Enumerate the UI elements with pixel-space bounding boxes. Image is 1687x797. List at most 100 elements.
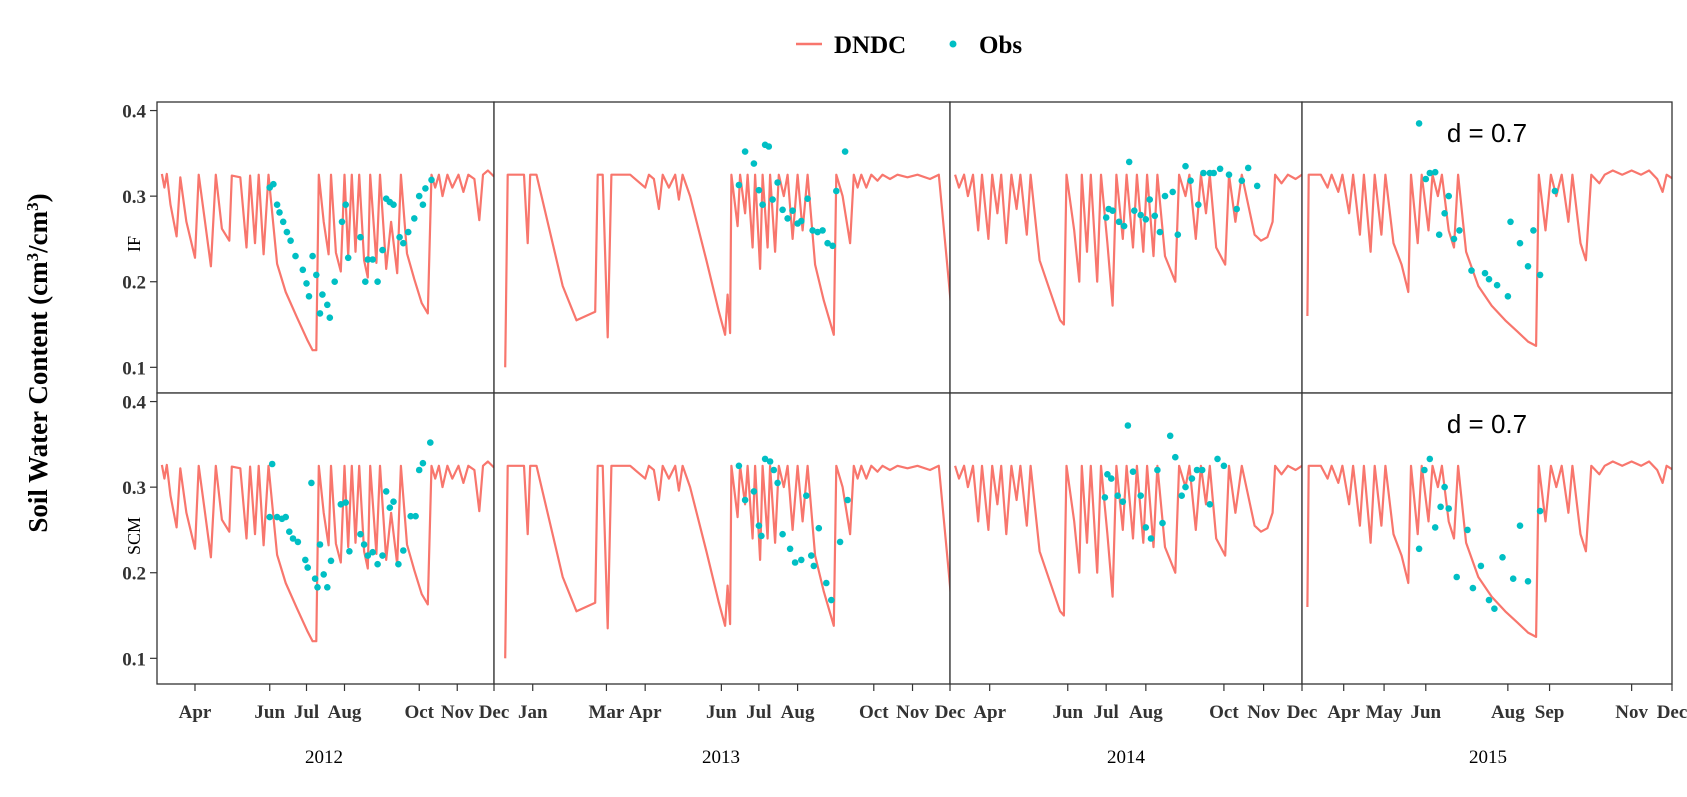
obs-point: [287, 237, 294, 244]
x-tick-label: Jun: [254, 702, 285, 723]
obs-point: [1415, 545, 1423, 553]
obs-point: [1493, 281, 1501, 289]
obs-point: [1124, 422, 1132, 429]
obs-point: [331, 278, 339, 286]
obs-point: [1415, 120, 1423, 127]
panel-background: [950, 393, 1302, 684]
obs-point: [422, 185, 429, 192]
obs-point: [750, 160, 758, 167]
obs-point: [1115, 218, 1123, 226]
obs-point: [1120, 222, 1128, 230]
obs-point: [374, 560, 381, 568]
obs-point: [407, 512, 415, 520]
obs-point: [1431, 168, 1439, 176]
obs-point: [786, 545, 794, 553]
y-tick-label: 0.4: [122, 393, 146, 414]
obs-point: [357, 233, 364, 241]
obs-point: [1450, 235, 1458, 243]
obs-point: [357, 530, 364, 538]
obs-point: [282, 513, 290, 521]
obs-point: [1481, 269, 1489, 277]
obs-point: [1220, 462, 1228, 470]
obs-point: [270, 180, 277, 188]
legend: DNDC Obs: [796, 32, 1022, 59]
panel-if-2015: [1301, 101, 1673, 394]
legend-obs-swatch: [949, 40, 957, 48]
obs-point: [1156, 228, 1164, 236]
obs-point: [769, 196, 776, 203]
obs-point: [791, 559, 799, 566]
obs-point: [1244, 164, 1252, 172]
obs-point: [1504, 293, 1512, 300]
obs-point: [841, 148, 849, 155]
obs-point: [1516, 522, 1524, 529]
obs-point: [313, 271, 320, 279]
obs-point: [326, 314, 334, 322]
obs-point: [360, 541, 368, 548]
x-tick-label: May: [1366, 702, 1403, 723]
obs-point: [1426, 169, 1434, 177]
obs-point: [1172, 453, 1179, 461]
obs-point: [1225, 171, 1233, 178]
obs-point: [1468, 267, 1475, 274]
y-axis-title: Soil Water Content (cm3/cm3): [23, 193, 53, 532]
obs-point: [404, 228, 412, 236]
obs-point: [1182, 162, 1189, 170]
x-tick-label: Nov: [1615, 702, 1648, 723]
obs-point: [1142, 216, 1150, 223]
x-tick-label: Nov: [1247, 702, 1280, 723]
obs-point: [1114, 492, 1121, 500]
obs-point: [369, 256, 377, 263]
obs-point: [1445, 192, 1452, 200]
obs-point: [1104, 471, 1111, 478]
obs-point: [828, 596, 835, 604]
obs-point: [1182, 483, 1189, 491]
row-label-scm: SCM: [124, 517, 144, 555]
obs-point: [1137, 492, 1144, 500]
x-tick-label: Oct: [859, 702, 889, 723]
obs-point: [1469, 584, 1477, 592]
column-label-2013: 2013: [702, 747, 740, 768]
obs-point: [784, 215, 791, 222]
x-tick-label: Jan: [518, 702, 548, 723]
obs-point: [279, 218, 287, 226]
obs-point: [412, 512, 419, 520]
x-tick-label: Oct: [404, 702, 434, 723]
obs-point: [302, 556, 309, 564]
obs-point: [774, 479, 781, 487]
y-axis-title-sup1: 3: [23, 253, 42, 262]
obs-point: [798, 556, 805, 564]
panel-background: [157, 393, 494, 684]
obs-point: [344, 254, 352, 262]
obs-point: [415, 192, 423, 200]
obs-point: [292, 252, 299, 260]
obs-point: [1125, 158, 1133, 166]
obs-point: [379, 246, 386, 254]
obs-point: [1119, 498, 1127, 506]
obs-point: [1437, 503, 1444, 511]
obs-point: [1435, 231, 1443, 238]
obs-point: [1441, 210, 1448, 217]
obs-point: [427, 439, 434, 446]
obs-point: [1210, 169, 1217, 177]
x-tick-label: Mar: [589, 702, 625, 723]
obs-point: [362, 278, 369, 286]
y-tick-label: 0.4: [122, 102, 146, 123]
dndc-series-line: [504, 173, 950, 368]
panel-background: [494, 102, 950, 393]
x-tick-label: Sep: [1535, 702, 1565, 723]
obs-point: [1464, 526, 1471, 534]
obs-point: [1485, 275, 1493, 283]
obs-point: [774, 179, 781, 186]
obs-point: [364, 552, 372, 559]
obs-point: [770, 466, 778, 474]
legend-dndc-label: DNDC: [834, 32, 906, 59]
obs-point: [342, 201, 350, 208]
obs-point: [411, 215, 418, 222]
x-tick-label: Aug: [328, 702, 362, 723]
obs-point: [1530, 227, 1537, 234]
y-tick-label: 0.3: [122, 187, 146, 208]
obs-point: [755, 186, 763, 194]
